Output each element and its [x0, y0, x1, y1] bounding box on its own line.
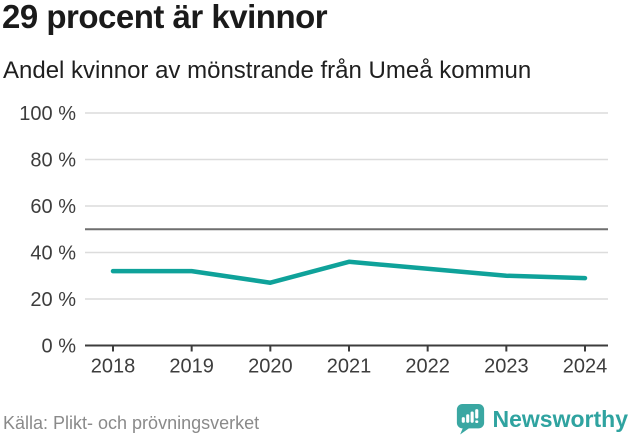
page-title: 29 procent är kvinnor	[2, 0, 328, 35]
data-line-andel-kvinnor	[110, 259, 588, 285]
newsworthy-logo: Newsworthy	[455, 402, 628, 436]
newsworthy-logo-icon	[456, 403, 484, 435]
newsworthy-brand-text: Newsworthy	[492, 405, 628, 432]
x-axis-label: 2020	[248, 356, 293, 378]
y-axis-label: 0 %	[42, 336, 77, 358]
source-note: Källa: Plikt- och prövningsverket	[3, 413, 260, 433]
y-axis-label: 40 %	[30, 243, 76, 265]
x-axis-label: 2022	[405, 356, 450, 378]
x-axis-label: 2023	[484, 356, 529, 378]
chart-subtitle: Andel kvinnor av mönstrande från Umeå ko…	[3, 57, 532, 84]
x-axis-label: 2018	[91, 356, 136, 378]
y-axis-label: 20 %	[30, 289, 76, 311]
y-axis-label: 60 %	[30, 196, 76, 218]
x-axis-label: 2024	[563, 356, 608, 378]
y-axis-label: 100 %	[19, 103, 76, 125]
y-axis-label: 80 %	[30, 150, 76, 172]
x-axis-label: 2019	[169, 356, 214, 378]
x-axis-label: 2021	[327, 356, 372, 378]
